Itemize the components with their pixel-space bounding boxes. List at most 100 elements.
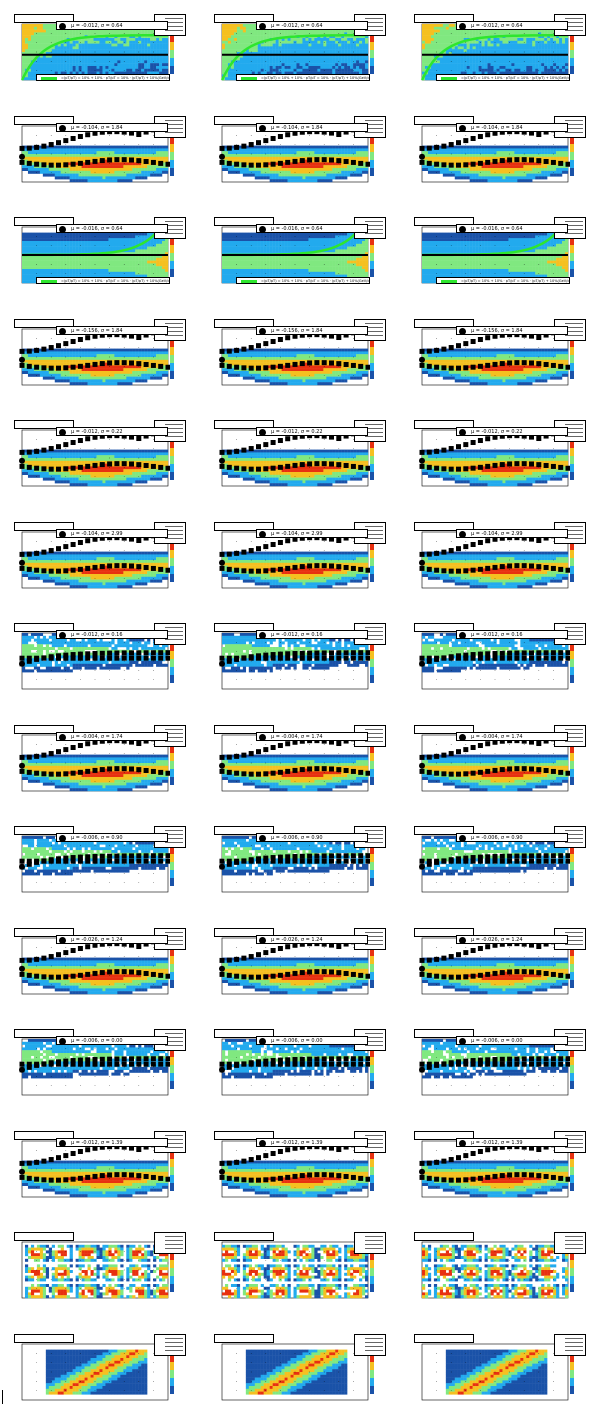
grid-dot bbox=[236, 153, 237, 154]
heatmap-cell bbox=[279, 145, 282, 148]
heatmap-cell bbox=[347, 63, 350, 66]
heatmap-cell bbox=[356, 170, 359, 173]
heatmap-cell bbox=[132, 38, 135, 41]
heatmap-cell bbox=[117, 69, 120, 72]
heatmap-cell bbox=[82, 60, 85, 63]
heatmap-cell bbox=[228, 27, 231, 30]
grid-dot bbox=[524, 61, 525, 62]
grid-dot bbox=[80, 61, 81, 62]
heatmap-cell bbox=[440, 63, 443, 66]
heatmap-cell bbox=[511, 168, 514, 171]
heatmap-cell bbox=[529, 58, 532, 61]
heatmap-cell bbox=[61, 170, 64, 173]
heatmap-cell bbox=[302, 179, 305, 182]
heatmap-cell bbox=[76, 173, 79, 176]
heatmap-cell bbox=[437, 41, 440, 44]
heatmap-cell bbox=[222, 66, 225, 69]
heatmap-cell bbox=[105, 162, 108, 165]
heatmap-cell bbox=[49, 154, 52, 157]
grid-dot bbox=[153, 52, 154, 53]
heatmap-cell bbox=[425, 58, 428, 61]
heatmap-cell bbox=[76, 176, 79, 179]
heatmap-cell bbox=[58, 66, 61, 69]
heatmap-cell bbox=[79, 46, 82, 49]
heatmap-cell bbox=[282, 168, 285, 171]
heatmap-cell bbox=[467, 30, 470, 33]
heatmap-cell bbox=[305, 170, 308, 173]
heatmap-cell bbox=[267, 46, 270, 49]
heatmap-cell bbox=[40, 156, 43, 159]
heatmap-cell bbox=[299, 63, 302, 66]
heatmap-cell bbox=[496, 58, 499, 61]
heatmap-cell bbox=[299, 145, 302, 148]
heatmap-cell bbox=[332, 148, 335, 151]
heatmap-cell bbox=[147, 151, 150, 154]
heatmap-cell bbox=[458, 46, 461, 49]
heatmap-cell bbox=[249, 49, 252, 52]
heatmap-cell bbox=[76, 30, 79, 33]
heatmap-cell bbox=[517, 170, 520, 173]
heatmap-cell bbox=[320, 38, 323, 41]
heatmap-cell bbox=[165, 151, 168, 154]
heatmap-cell bbox=[273, 151, 276, 154]
grid-dot bbox=[436, 33, 437, 34]
heatmap-cell bbox=[94, 41, 97, 44]
heatmap-cell bbox=[264, 173, 267, 176]
heatmap-cell bbox=[64, 151, 67, 154]
heatmap-cell bbox=[255, 156, 258, 159]
heatmap-cell bbox=[482, 156, 485, 159]
heatmap-cell bbox=[494, 154, 497, 157]
heatmap-cell bbox=[311, 173, 314, 176]
heatmap-cell bbox=[246, 148, 249, 151]
heatmap-cell bbox=[34, 63, 37, 66]
heatmap-cell bbox=[562, 66, 565, 69]
heatmap-cell bbox=[547, 46, 550, 49]
grid-dot bbox=[280, 172, 281, 173]
grid-dot bbox=[295, 33, 296, 34]
heatmap-cell bbox=[514, 60, 517, 63]
heatmap-cell bbox=[305, 46, 308, 49]
heatmap-cell bbox=[240, 69, 243, 72]
heatmap-cell bbox=[132, 176, 135, 179]
heatmap-cell bbox=[117, 44, 120, 47]
profile-marker bbox=[336, 132, 341, 137]
heatmap-cell bbox=[228, 154, 231, 157]
heatmap-cell bbox=[305, 145, 308, 148]
heatmap-cell bbox=[249, 41, 252, 44]
heatmap-cell bbox=[70, 60, 73, 63]
heatmap-cell bbox=[538, 30, 541, 33]
heatmap-cell bbox=[102, 46, 105, 49]
heatmap-cell bbox=[225, 49, 228, 52]
heatmap-cell bbox=[111, 151, 114, 154]
heatmap-cell bbox=[526, 148, 529, 151]
heatmap-cell bbox=[117, 165, 120, 168]
heatmap-cell bbox=[231, 24, 234, 27]
heatmap-cell bbox=[523, 49, 526, 52]
heatmap-cell bbox=[43, 30, 46, 33]
heatmap-cell bbox=[123, 179, 126, 182]
heatmap-cell bbox=[496, 66, 499, 69]
heatmap-cell bbox=[141, 30, 144, 33]
heatmap-cell bbox=[228, 72, 231, 75]
heatmap-cell bbox=[231, 151, 234, 154]
heatmap-cell bbox=[246, 66, 249, 69]
grid-dot bbox=[538, 42, 539, 43]
heatmap-cell bbox=[73, 69, 76, 72]
heatmap-cell bbox=[88, 165, 91, 168]
heatmap-cell bbox=[225, 32, 228, 35]
heatmap-cell bbox=[565, 58, 568, 61]
heatmap-cell bbox=[291, 69, 294, 72]
heatmap-cell bbox=[541, 46, 544, 49]
heatmap-cell bbox=[517, 66, 520, 69]
heatmap-cell bbox=[249, 38, 252, 41]
heatmap-cell bbox=[255, 30, 258, 33]
heatmap-cell bbox=[565, 60, 568, 63]
heatmap-cell bbox=[541, 41, 544, 44]
heatmap-cell bbox=[144, 30, 147, 33]
heatmap-cell bbox=[559, 46, 562, 49]
heatmap-cell bbox=[132, 162, 135, 165]
heatmap-cell bbox=[141, 63, 144, 66]
heatmap-cell bbox=[505, 162, 508, 165]
heatmap-cell bbox=[341, 154, 344, 157]
heatmap-cell bbox=[317, 145, 320, 148]
